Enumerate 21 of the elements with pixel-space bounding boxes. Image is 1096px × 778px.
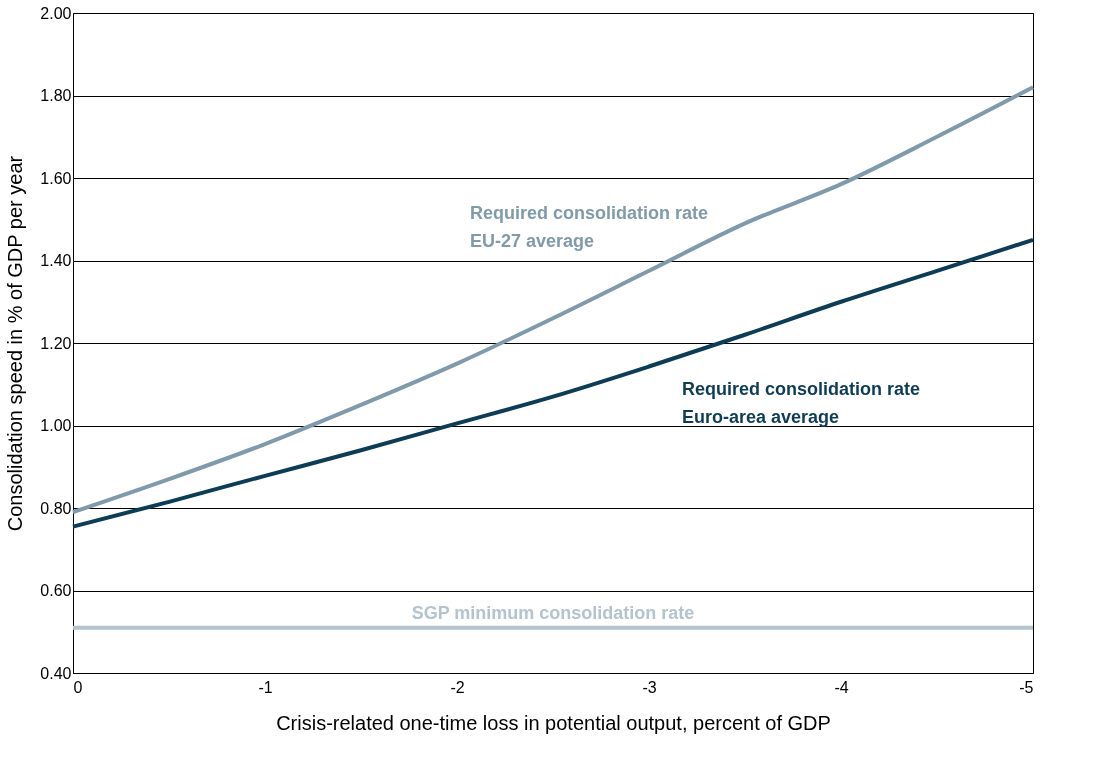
series-label: SGP minimum consolidation rate xyxy=(411,602,695,623)
line-series xyxy=(71,85,1035,515)
y-tick-label: 1.60 xyxy=(40,169,72,187)
y-tick-label: 0.80 xyxy=(40,499,72,517)
y-tick-label: 1.20 xyxy=(40,334,72,352)
x-tick-label: -5 xyxy=(1019,678,1034,696)
series-label: Required consolidation rate Euro-area average xyxy=(682,378,921,427)
y-tick-label: 1.40 xyxy=(40,252,72,269)
y-axis-title: Consolidation speed in % of GDP per year xyxy=(4,155,27,532)
x-tick-label: -2 xyxy=(450,678,465,696)
x-tick-label: -3 xyxy=(642,678,657,696)
y-tick-label: 0.40 xyxy=(40,664,72,682)
y-tick-label: 2.00 xyxy=(40,4,72,22)
y-tick-label: 1.00 xyxy=(40,417,72,434)
y-tick-label: 0.60 xyxy=(40,582,72,599)
x-tick-label: -4 xyxy=(834,678,849,696)
series-label: Required consolidation rate EU-27 average xyxy=(470,202,709,251)
x-tick-label: -1 xyxy=(258,678,273,696)
x-axis-title: Crisis-related one-time loss in potential output, percent of GDP xyxy=(276,711,831,734)
x-tick-label: 0 xyxy=(73,678,83,696)
y-tick-label: 1.80 xyxy=(40,87,72,104)
